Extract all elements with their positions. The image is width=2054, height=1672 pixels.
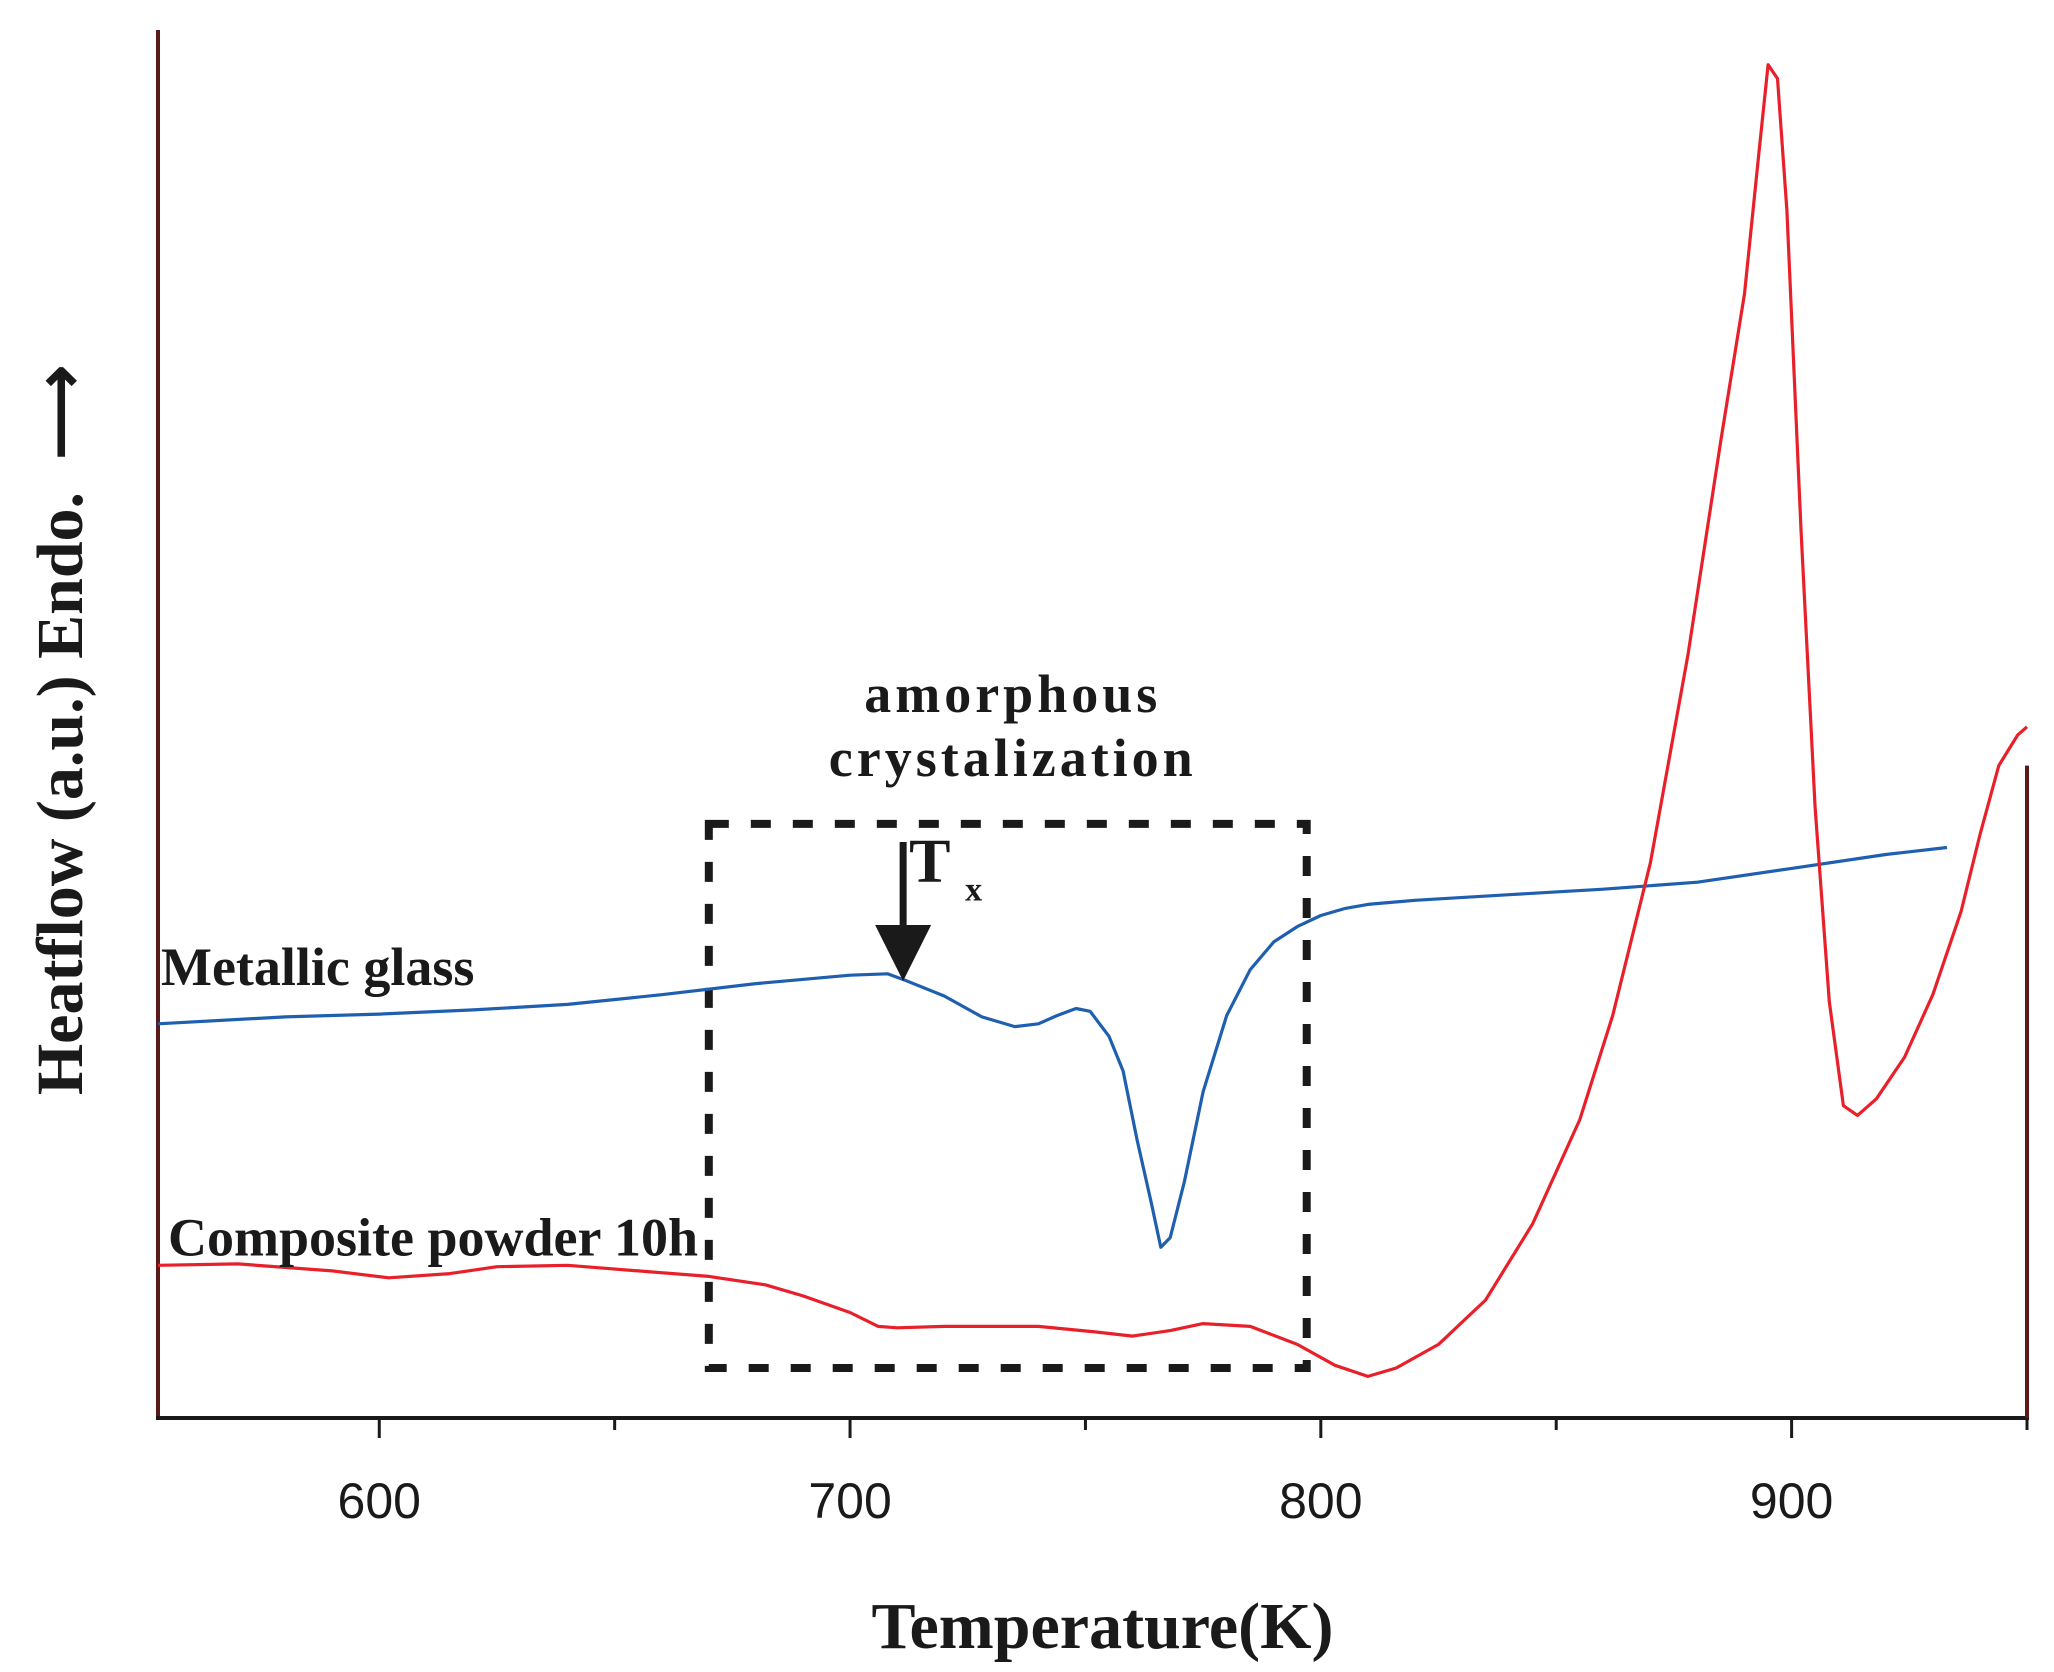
x-tick-label: 700 bbox=[808, 1473, 891, 1529]
tx-subscript: x bbox=[965, 871, 982, 908]
y-axis-title-group: Heatflow (a.u.) Endo. ⟶ bbox=[24, 365, 97, 1095]
series-line-0 bbox=[158, 848, 1947, 1248]
crystallization-region: amorphous crystalization bbox=[709, 664, 1307, 1368]
y-axis-title-text: Heatflow (a.u.) Endo. bbox=[24, 492, 97, 1095]
tx-marker: T x bbox=[903, 828, 982, 953]
x-tick-label: 800 bbox=[1279, 1473, 1362, 1529]
x-tick-label: 600 bbox=[338, 1473, 421, 1529]
x-tick-label: 900 bbox=[1750, 1473, 1833, 1529]
y-axis-title: Heatflow (a.u.) Endo. ⟶ bbox=[24, 365, 97, 1095]
x-axis-tick-labels: 600 700 800 900 bbox=[338, 1473, 1834, 1529]
x-axis-title: Temperature(K) bbox=[872, 1590, 1334, 1663]
box-label-line1: amorphous bbox=[864, 664, 1161, 724]
series-labels: Metallic glass Composite powder 10h bbox=[161, 937, 698, 1268]
series-label-composite-powder: Composite powder 10h bbox=[168, 1208, 698, 1268]
y-axis-arrow-icon: ⟶ bbox=[24, 365, 97, 460]
series-label-metallic-glass: Metallic glass bbox=[161, 937, 474, 997]
x-axis-ticks bbox=[379, 1418, 2027, 1438]
box-label-line2: crystalization bbox=[829, 728, 1197, 788]
dsc-chart: 600 700 800 900 amorphous crystalization T … bbox=[0, 0, 2054, 1672]
crystallization-box bbox=[709, 824, 1307, 1368]
tx-label: T bbox=[909, 828, 950, 896]
